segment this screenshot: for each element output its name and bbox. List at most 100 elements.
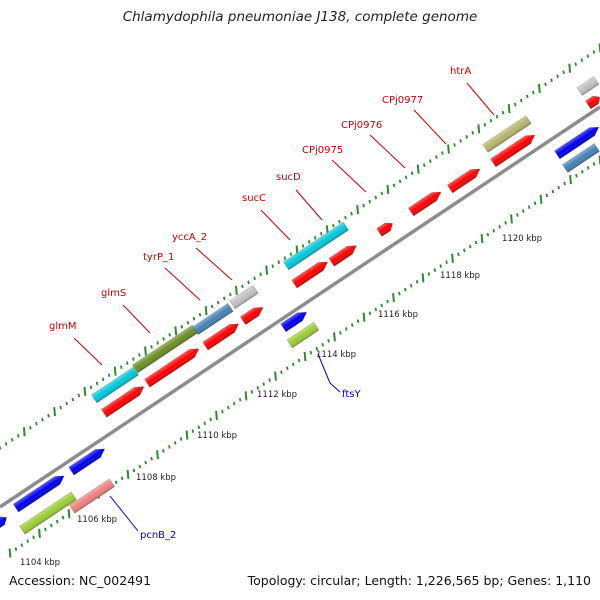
gene-feature[interactable] <box>192 302 234 336</box>
gene-leader-line <box>413 109 447 145</box>
gene-feature[interactable] <box>100 383 146 418</box>
lower-tick-mark <box>492 228 496 233</box>
lower-tick-mark <box>197 425 201 430</box>
lower-tick-mark <box>44 527 47 532</box>
gene-label[interactable]: sucC <box>242 193 266 204</box>
lower-tick-mark <box>581 169 584 174</box>
gene-label[interactable]: CPj0977 <box>382 95 423 106</box>
gene-feature[interactable] <box>91 366 139 404</box>
lower-tick-mark <box>468 244 472 249</box>
upper-tick-mark <box>556 74 559 79</box>
upper-tick-mark <box>380 191 384 196</box>
upper-tick-mark <box>477 124 481 134</box>
lower-tick-mark <box>409 283 413 288</box>
gene-feature[interactable] <box>239 303 265 326</box>
gene-label[interactable]: tyrP_1 <box>143 252 174 263</box>
gene-feature[interactable] <box>554 123 600 160</box>
gene-feature[interactable] <box>68 445 108 476</box>
gene-feature[interactable] <box>328 242 359 267</box>
upper-tick-mark <box>271 264 275 268</box>
gene-feature[interactable] <box>482 115 532 153</box>
upper-tick-mark <box>538 83 541 93</box>
gene-label[interactable]: CPj0976 <box>341 120 382 131</box>
gene-feature[interactable] <box>0 514 9 531</box>
gene-leader-line <box>73 337 103 366</box>
upper-tick-mark <box>210 304 214 309</box>
gene-feature[interactable] <box>562 143 600 173</box>
lower-tick-mark <box>539 194 543 204</box>
lower-tick-mark <box>480 234 484 244</box>
gene-feature[interactable] <box>376 220 396 237</box>
gene-feature[interactable] <box>585 93 600 110</box>
gene-label[interactable]: CPj0975 <box>302 145 343 156</box>
upper-tick-mark <box>526 94 529 99</box>
upper-tick-mark <box>362 203 365 208</box>
gene-feature[interactable] <box>280 308 310 333</box>
gene-label[interactable]: yccA_2 <box>172 232 207 243</box>
gene-label[interactable]: htrA <box>450 66 471 77</box>
gene-leader-line <box>122 304 151 334</box>
upper-tick-mark <box>59 405 62 410</box>
lower-tick-mark <box>433 268 437 272</box>
lower-tick-mark <box>215 410 218 421</box>
gene-leader-line <box>317 353 341 393</box>
upper-tick-mark <box>307 240 311 244</box>
upper-tick-mark <box>459 139 462 143</box>
gene-feature[interactable] <box>286 321 320 349</box>
lower-tick-mark <box>586 166 590 170</box>
gene-label[interactable]: glmM <box>49 321 77 332</box>
upper-tick-mark <box>47 413 50 418</box>
lower-tick-track <box>8 155 600 558</box>
upper-tick-mark <box>180 324 184 329</box>
gene-feature[interactable] <box>68 478 116 514</box>
lower-tick-mark <box>8 548 12 558</box>
upper-tick-mark <box>435 155 438 159</box>
upper-tick-mark <box>410 171 414 176</box>
lower-tick-mark <box>551 189 555 194</box>
lower-tick-mark <box>486 232 490 237</box>
upper-tick-mark <box>10 438 14 442</box>
kbp-tick-label: 1108 kbp <box>136 473 176 483</box>
gene-feature[interactable] <box>282 221 350 271</box>
upper-tick-mark <box>447 144 450 154</box>
gene-feature[interactable] <box>12 472 67 513</box>
upper-tick-mark <box>386 184 390 194</box>
gene-feature[interactable] <box>202 320 242 351</box>
lower-tick-mark <box>203 421 206 426</box>
gene-feature[interactable] <box>229 284 259 310</box>
gene-feature[interactable] <box>490 131 538 168</box>
gene-feature[interactable] <box>19 491 77 535</box>
lower-tick-mark <box>191 429 195 433</box>
upper-tick-mark <box>150 345 153 349</box>
gene-feature[interactable] <box>291 258 331 289</box>
upper-tick-mark <box>592 50 596 54</box>
kbp-tick-label: 1112 kbp <box>257 390 297 400</box>
lower-tick-mark <box>67 509 71 519</box>
lower-tick-mark <box>445 260 448 264</box>
lower-tick-mark <box>297 358 301 363</box>
gene-label[interactable]: ftsY <box>342 389 361 400</box>
genome-stats-text: Topology: circular; Length: 1,226,565 bp… <box>247 573 591 588</box>
gene-feature[interactable] <box>144 345 202 388</box>
upper-tick-mark <box>422 163 426 167</box>
upper-tick-mark <box>89 385 93 390</box>
lower-tick-mark <box>291 362 295 367</box>
gene-feature[interactable] <box>446 165 482 194</box>
gene-label[interactable]: sucD <box>276 172 301 183</box>
gene-feature[interactable] <box>407 188 443 217</box>
upper-tick-mark <box>356 205 359 215</box>
lower-tick-mark <box>114 480 118 485</box>
lower-tick-mark <box>244 391 248 401</box>
lower-tick-mark <box>20 543 24 547</box>
upper-tick-mark <box>119 365 123 369</box>
gene-label[interactable]: glmS <box>101 288 126 299</box>
lower-tick-mark <box>427 272 431 276</box>
upper-tick-mark <box>192 316 196 321</box>
upper-tick-track <box>0 43 600 450</box>
gene-label[interactable]: pcnB_2 <box>140 530 176 541</box>
upper-tick-mark <box>126 361 129 365</box>
lower-tick-mark <box>185 430 189 440</box>
gene-feature[interactable] <box>576 76 600 96</box>
lower-tick-mark <box>522 209 525 213</box>
lower-tick-mark <box>339 331 342 335</box>
